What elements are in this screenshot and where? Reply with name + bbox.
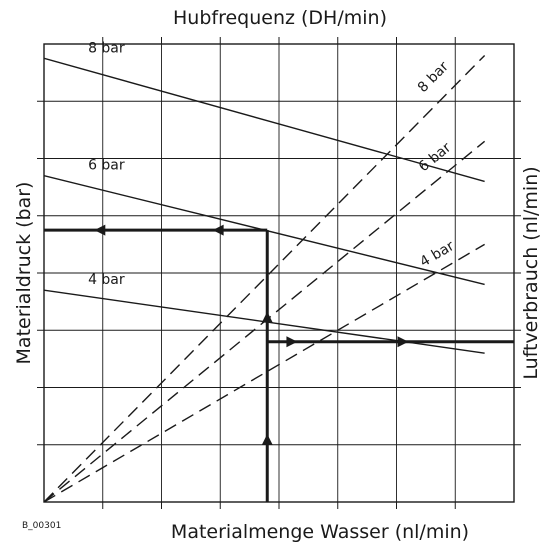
arrowhead [286,336,297,347]
arrowhead [213,225,224,236]
pressure-line-label-8-bar: 8 bar [88,40,125,56]
air-line-label-4-bar: 4 bar [417,238,457,270]
arrowhead [262,434,273,445]
air-line-label-8-bar: 8 bar [415,59,452,96]
chart-title: Hubfrequenz (DH/min) [173,7,387,29]
x-axis-label: Materialmenge Wasser (nl/min) [171,521,469,543]
arrowhead [94,225,105,236]
pressure-line-label-4-bar: 4 bar [88,272,125,288]
y-axis-label: Materialdruck (bar) [13,182,35,365]
figure-id: B_00301 [22,521,61,531]
y2-axis-label: Luftverbrauch (nl/min) [520,166,542,379]
pressure-line-label-6-bar: 6 bar [88,158,125,174]
arrowhead [397,336,408,347]
arrowhead [262,312,273,323]
